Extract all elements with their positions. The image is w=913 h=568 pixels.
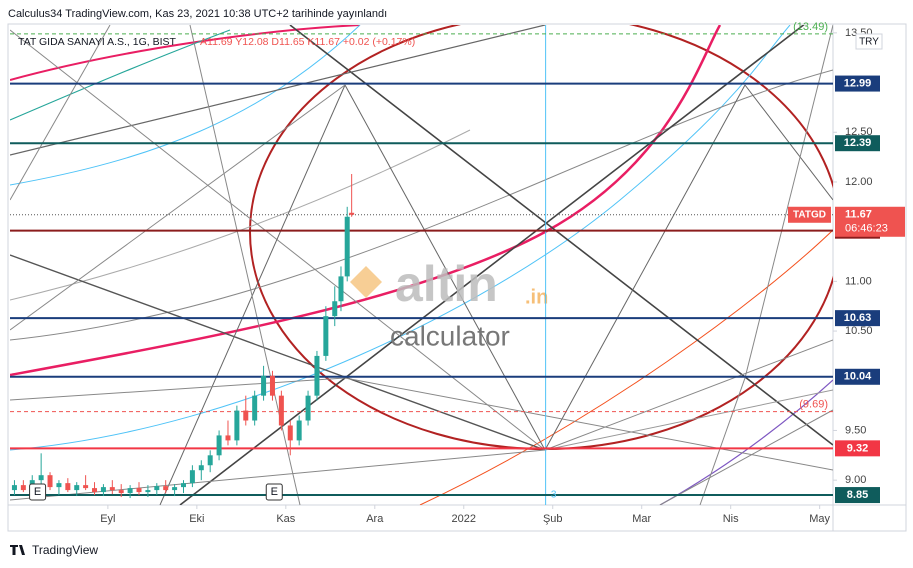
plot bbox=[10, 25, 833, 505]
candle-body bbox=[127, 488, 133, 494]
watermark-tagline: calculator bbox=[390, 320, 510, 351]
candle-body bbox=[74, 485, 80, 491]
candle-body bbox=[349, 212, 355, 215]
symbol-box bbox=[788, 206, 831, 223]
candle-body bbox=[225, 435, 231, 441]
last-price-box bbox=[835, 206, 905, 237]
candle-body bbox=[136, 488, 142, 493]
candle-body bbox=[344, 216, 350, 277]
event-marker-box bbox=[29, 483, 47, 501]
candle-body bbox=[287, 425, 293, 441]
x-tick-label: Şub bbox=[543, 513, 563, 525]
quote: A11.69 Y12.08 D11.65 K11.67 +0.02 (+0.17… bbox=[200, 36, 415, 48]
level-label: 10.04 bbox=[844, 371, 872, 383]
level-label: 9.32 bbox=[847, 442, 868, 454]
x-tick-label: 2022 bbox=[452, 513, 476, 525]
candle-body bbox=[216, 435, 222, 456]
footer-logo: TradingView bbox=[10, 543, 98, 557]
candle-body bbox=[305, 395, 311, 421]
last-price-label: 11.67 bbox=[845, 209, 872, 221]
candle-body bbox=[145, 490, 151, 493]
candle-body bbox=[261, 375, 267, 396]
candle-body bbox=[189, 470, 195, 484]
candle-body bbox=[243, 410, 249, 421]
y-tick-label: 12.50 bbox=[845, 126, 873, 138]
candle-body bbox=[338, 276, 344, 302]
watermark: altin .in calculator bbox=[350, 256, 548, 351]
y-tick-label: 11.00 bbox=[845, 275, 872, 287]
candle-body bbox=[65, 483, 71, 491]
vertical-line-label: 3 bbox=[551, 490, 557, 501]
candle-body bbox=[56, 483, 62, 488]
candle-body bbox=[154, 486, 160, 491]
level-label: 12.39 bbox=[844, 137, 872, 149]
candle-body bbox=[314, 355, 320, 396]
candle-body bbox=[278, 395, 284, 426]
watermark-brand: altin bbox=[395, 256, 498, 312]
candle-body bbox=[207, 455, 213, 466]
level-label-box bbox=[835, 310, 880, 327]
level-label-box bbox=[835, 368, 880, 385]
currency[interactable]: TRY bbox=[859, 37, 879, 48]
candle-body bbox=[296, 420, 302, 441]
x-tick-label: Eyl bbox=[100, 513, 115, 525]
candle-body bbox=[83, 485, 89, 489]
candle-body bbox=[180, 483, 186, 488]
candle-body bbox=[234, 410, 240, 441]
candle-body bbox=[269, 375, 275, 396]
countdown: 06:46:23 bbox=[845, 223, 888, 235]
candle-body bbox=[172, 487, 178, 491]
candle-body bbox=[163, 486, 169, 491]
footer: TradingView bbox=[32, 543, 98, 557]
x-tick-label: May bbox=[809, 513, 830, 525]
level-label-box bbox=[835, 487, 880, 504]
header: Calculus34 TradingView.com, Kas 23, 2021… bbox=[8, 8, 387, 20]
level-label-box bbox=[835, 135, 880, 152]
y-tick-label: 10.50 bbox=[845, 325, 873, 337]
dashed-level-label: (9.69) bbox=[799, 398, 828, 410]
level-label: 8.85 bbox=[847, 489, 868, 501]
candle-body bbox=[323, 316, 329, 356]
candle-body bbox=[38, 475, 44, 481]
y-tick-label: 9.50 bbox=[845, 424, 866, 436]
y-tick-label: 9.00 bbox=[845, 474, 866, 486]
candle-body bbox=[332, 301, 338, 317]
candle-body bbox=[47, 475, 53, 488]
x-tick-label: Ara bbox=[366, 513, 384, 525]
candle-body bbox=[118, 490, 124, 494]
chart-frame bbox=[7, 23, 907, 532]
x-tick-label: Nis bbox=[723, 513, 739, 525]
dashed-level-label: (13.49) bbox=[793, 21, 828, 33]
currency-box[interactable] bbox=[855, 33, 883, 50]
symbol-label: TATGD bbox=[793, 209, 826, 220]
candle-body bbox=[11, 485, 17, 491]
event-marker-box bbox=[265, 483, 283, 501]
candle-body bbox=[20, 485, 26, 491]
level-label-box bbox=[835, 440, 880, 457]
x-tick-label: Kas bbox=[276, 513, 295, 525]
candle-body bbox=[109, 487, 115, 491]
level-label-box bbox=[835, 75, 880, 92]
x-tick-label: Mar bbox=[632, 513, 651, 525]
candle-body bbox=[92, 488, 98, 493]
level-label: 12.99 bbox=[844, 77, 872, 89]
candle-body bbox=[100, 487, 106, 493]
event-marker: E bbox=[34, 486, 41, 498]
watermark-domain: .in bbox=[525, 286, 548, 308]
event-marker: E bbox=[271, 486, 278, 498]
drawings bbox=[10, 25, 833, 505]
level-label: 10.63 bbox=[844, 312, 872, 324]
symbol-title: TAT GIDA SANAYI A.S., 1G, BIST bbox=[18, 36, 177, 48]
candle-body bbox=[198, 465, 204, 471]
x-tick-label: Eki bbox=[189, 513, 204, 525]
candle-body bbox=[252, 395, 258, 421]
y-tick-label: 12.00 bbox=[845, 176, 873, 188]
